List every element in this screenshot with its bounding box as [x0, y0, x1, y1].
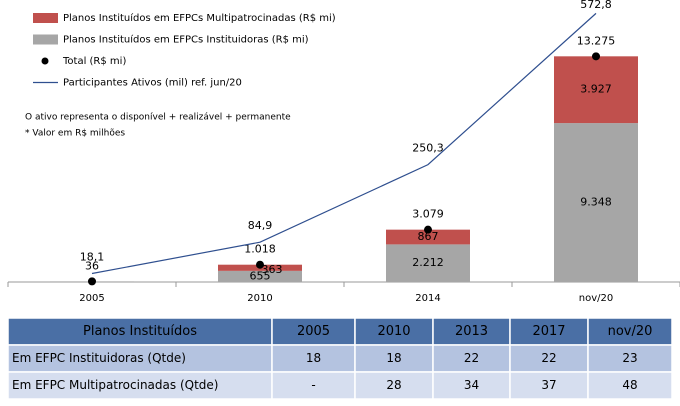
total-dot	[592, 52, 600, 61]
bar-segment	[554, 123, 638, 282]
table-cell	[7, 344, 273, 373]
table-cell-text: 18	[386, 351, 401, 365]
table-header-text: 2010	[377, 324, 410, 339]
bar-segment	[386, 229, 470, 245]
legend-swatch	[41, 57, 49, 65]
line	[91, 12, 597, 275]
table-cell	[354, 371, 434, 400]
table-cell	[509, 371, 589, 400]
table-cell-text: 23	[622, 351, 637, 365]
table-cell-text: Em EFPC Instituidoras (Qtde)	[12, 351, 186, 365]
legend-label: Participantes Ativos (mil) ref. jun/20	[63, 78, 242, 89]
total-label: 36	[85, 259, 99, 272]
bar-label: 2.212	[412, 256, 444, 269]
table-cell-text: 22	[464, 351, 479, 365]
total-dot	[424, 225, 432, 234]
table-cell-text: -	[311, 378, 315, 392]
table-cell	[7, 371, 273, 400]
table-cell-text: 37	[541, 378, 556, 392]
table-header-cell	[271, 317, 356, 346]
bar-segment	[218, 270, 302, 282]
table-header-cell	[7, 317, 273, 346]
table-header-text: 2017	[532, 324, 565, 339]
table-cell-text: Em EFPC Multipatrocinadas (Qtde)	[12, 378, 218, 392]
line-label: 572,8	[580, 0, 612, 11]
table-cell	[587, 344, 673, 373]
x-tick-label: nov/20	[579, 293, 613, 304]
line-label: 18,1	[80, 251, 105, 264]
total-dot	[256, 260, 264, 269]
table-cell	[432, 371, 511, 400]
total-label: 3.079	[412, 208, 444, 221]
table-cell-text: 28	[386, 378, 401, 392]
bar-label: 3.927	[580, 83, 612, 96]
bar-label: 9.348	[580, 196, 612, 209]
table-cell-text: 18	[306, 351, 321, 365]
legend-label: Planos Instituídos em EFPCs Multipatroci…	[63, 12, 336, 24]
annotation: O ativo representa o disponível + realiz…	[25, 113, 291, 123]
table-header-cell	[587, 317, 673, 346]
table-cell	[432, 344, 511, 373]
table-header-text: 2013	[455, 324, 488, 339]
table-cell	[587, 371, 673, 400]
annotation: * Valor em R$ milhões	[25, 129, 125, 139]
total-label: 13.275	[577, 34, 616, 47]
legend-swatch	[33, 13, 58, 23]
table-header-text: 2005	[297, 324, 330, 339]
total-label: 1.018	[244, 243, 276, 256]
legend-label: Total (R$ mi)	[62, 56, 126, 67]
table-header-text: Planos Instituídos	[83, 324, 197, 339]
bar-label: 867	[418, 230, 439, 243]
table-cell-text: 48	[622, 378, 637, 392]
line-label: 84,9	[248, 219, 273, 232]
x-tick-label: 2010	[247, 293, 272, 304]
table-cell-text: 22	[541, 351, 556, 365]
table-cell-text: 34	[464, 378, 479, 392]
total-dot	[88, 277, 96, 286]
line-label: 250,3	[412, 142, 444, 155]
table-header-text: nov/20	[608, 324, 653, 339]
legend-swatch	[33, 34, 58, 45]
bar-segment	[554, 56, 638, 124]
legend-label: Planos Instituídos em EFPCs Instituidora…	[63, 34, 309, 46]
bar-segment	[386, 244, 470, 282]
bar-label: 655	[250, 269, 271, 282]
x-tick-label: 2005	[79, 293, 104, 304]
x-tick-label: 2014	[415, 293, 440, 304]
bar-label: 363	[262, 263, 283, 276]
